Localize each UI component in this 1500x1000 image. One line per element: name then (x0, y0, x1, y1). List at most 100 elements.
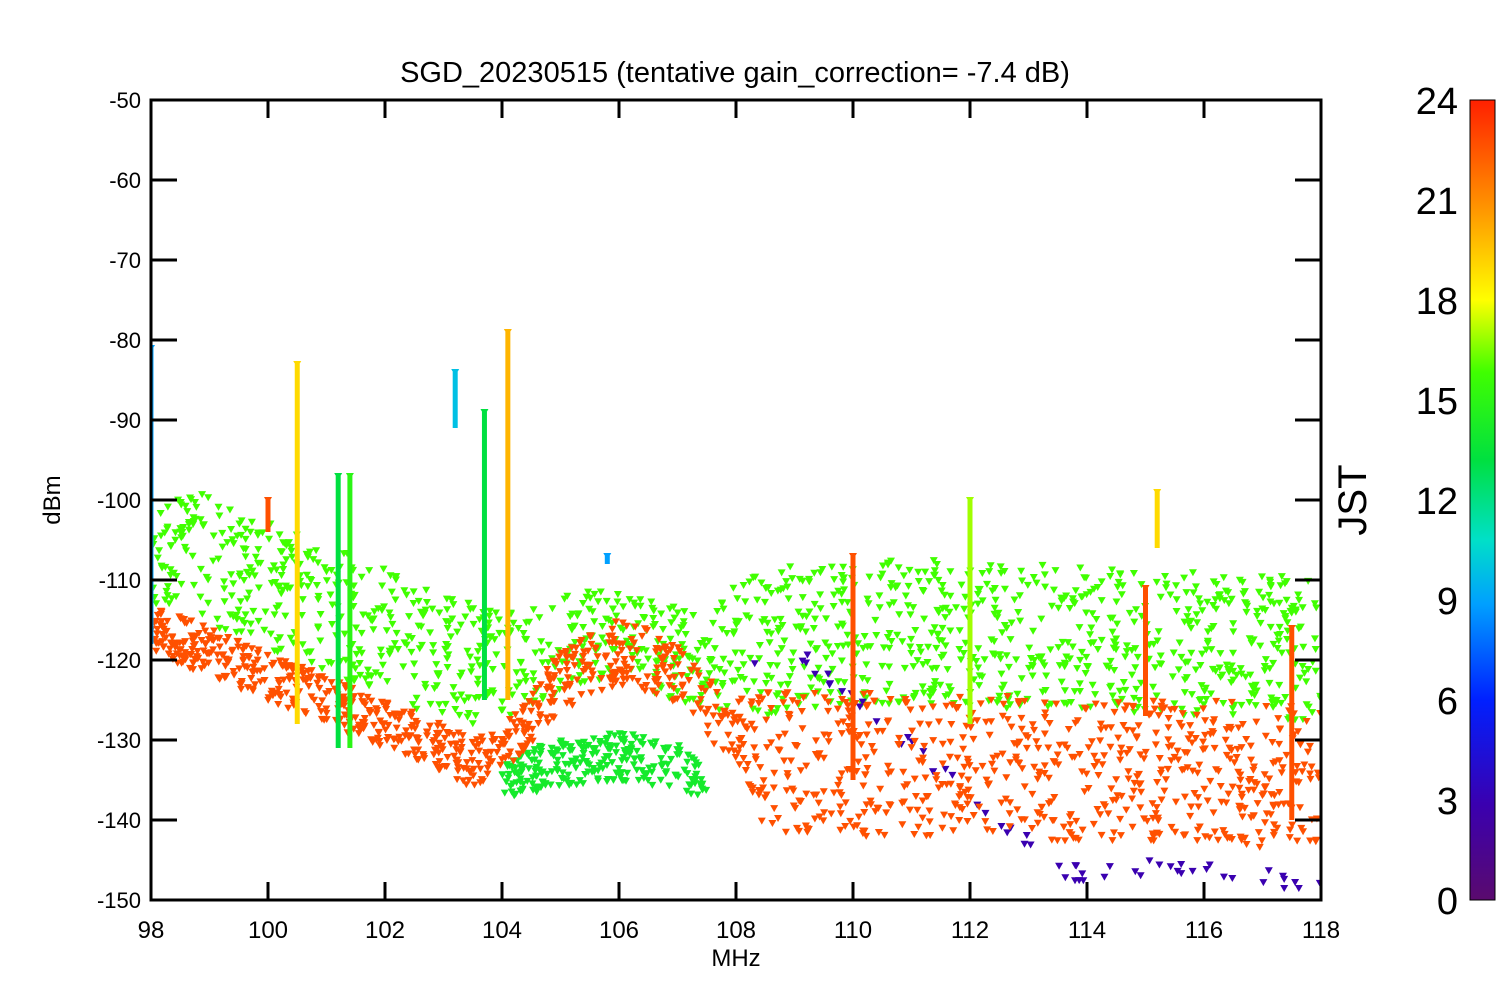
data-point (663, 649, 672, 657)
data-point (659, 662, 668, 670)
data-point (1062, 653, 1071, 661)
data-point (1256, 619, 1265, 627)
data-point (1298, 768, 1307, 776)
data-point (766, 661, 775, 669)
data-point (298, 641, 307, 649)
data-point (1155, 861, 1164, 869)
data-point (1114, 699, 1123, 707)
data-point (637, 683, 646, 691)
data-point (537, 638, 546, 646)
data-point (1198, 607, 1207, 615)
data-point (406, 732, 415, 740)
data-point (560, 595, 569, 603)
data-point (756, 689, 765, 697)
data-point (192, 503, 201, 511)
data-point (167, 595, 176, 603)
data-point (1276, 725, 1285, 733)
data-point (657, 654, 666, 662)
data-point (1257, 837, 1266, 845)
data-point (828, 650, 837, 658)
data-point (1104, 810, 1113, 818)
data-point (570, 662, 579, 670)
data-point (215, 624, 224, 632)
data-point (783, 770, 792, 778)
data-point (898, 821, 907, 829)
data-point (1215, 595, 1224, 603)
data-point (961, 788, 970, 796)
data-point (1229, 649, 1238, 657)
data-point (584, 588, 593, 596)
data-point (161, 563, 170, 571)
data-point (837, 730, 846, 738)
data-point (426, 700, 435, 708)
data-point (596, 740, 605, 748)
data-point (223, 539, 232, 547)
data-point (1040, 662, 1049, 670)
data-point (998, 712, 1007, 720)
data-point (1107, 682, 1116, 690)
data-point (1121, 686, 1130, 694)
data-point (421, 684, 430, 692)
data-point (1023, 581, 1032, 589)
data-point (918, 797, 927, 805)
data-point (1066, 811, 1075, 819)
data-point (720, 669, 729, 677)
data-point (1129, 702, 1138, 710)
data-point (556, 677, 565, 685)
data-point (594, 777, 603, 785)
data-point (454, 729, 463, 737)
data-point (1200, 745, 1209, 753)
data-point (1136, 780, 1145, 788)
data-point (1130, 694, 1139, 702)
data-point (256, 678, 265, 686)
data-point (939, 651, 948, 659)
data-point (408, 701, 417, 709)
data-point (153, 611, 162, 619)
data-point (1164, 714, 1173, 722)
data-point (1203, 598, 1212, 606)
data-point (990, 638, 999, 646)
data-point (270, 647, 279, 655)
data-point (214, 503, 223, 511)
colorbar-tick-label: 24 (1416, 81, 1458, 123)
data-point (1184, 606, 1193, 614)
data-point (463, 713, 472, 721)
data-point (247, 645, 256, 653)
data-point (454, 759, 463, 767)
data-point (377, 652, 386, 660)
data-point (1175, 719, 1184, 727)
data-point (750, 726, 759, 734)
data-point (887, 768, 896, 776)
data-point (1038, 561, 1047, 569)
data-point (900, 798, 909, 806)
data-point (915, 757, 924, 765)
data-point (380, 702, 389, 710)
data-point (997, 670, 1006, 678)
data-point (1006, 759, 1015, 767)
data-point (1259, 790, 1268, 798)
data-point (1040, 813, 1049, 821)
data-point (1114, 578, 1123, 586)
data-point (644, 776, 653, 784)
data-point (1149, 640, 1158, 648)
data-point (878, 727, 887, 735)
data-point (220, 674, 229, 682)
data-point (1276, 631, 1285, 639)
data-point (1057, 597, 1066, 605)
data-point (1298, 604, 1307, 612)
data-point (827, 563, 836, 571)
data-point (274, 700, 283, 708)
data-point (1030, 726, 1039, 734)
data-point (432, 661, 441, 669)
data-point (254, 546, 263, 554)
x-tick-label: 118 (1302, 917, 1340, 944)
data-point (975, 803, 984, 811)
data-point (796, 767, 805, 775)
data-point (464, 694, 473, 702)
data-point (758, 618, 767, 626)
data-point (844, 722, 853, 730)
data-point (409, 721, 418, 729)
data-point (345, 473, 354, 480)
data-point (1151, 741, 1160, 749)
